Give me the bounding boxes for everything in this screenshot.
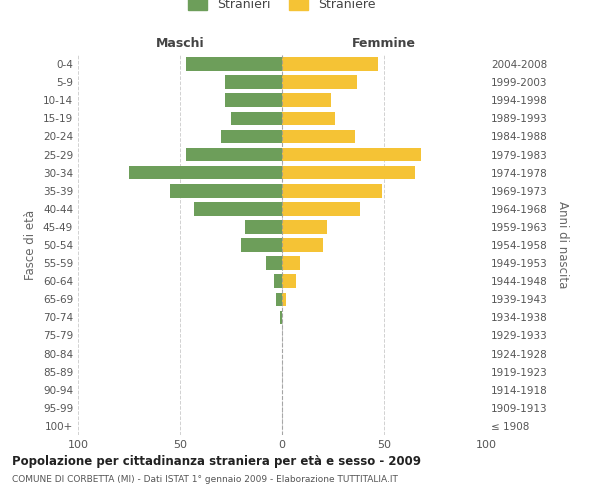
- Bar: [186, 148, 282, 162]
- Bar: [282, 112, 335, 125]
- Bar: [280, 310, 282, 324]
- Bar: [282, 94, 331, 107]
- Bar: [194, 202, 282, 215]
- Bar: [221, 130, 282, 143]
- Bar: [276, 292, 282, 306]
- Bar: [282, 166, 415, 179]
- Y-axis label: Fasce di età: Fasce di età: [25, 210, 37, 280]
- Legend: Stranieri, Straniere: Stranieri, Straniere: [185, 0, 379, 14]
- Bar: [282, 238, 323, 252]
- Bar: [282, 76, 358, 89]
- Text: Femmine: Femmine: [352, 36, 416, 50]
- Bar: [231, 112, 282, 125]
- Y-axis label: Anni di nascita: Anni di nascita: [556, 202, 569, 288]
- Text: COMUNE DI CORBETTA (MI) - Dati ISTAT 1° gennaio 2009 - Elaborazione TUTTITALIA.I: COMUNE DI CORBETTA (MI) - Dati ISTAT 1° …: [12, 475, 398, 484]
- Bar: [245, 220, 282, 234]
- Bar: [241, 238, 282, 252]
- Bar: [225, 94, 282, 107]
- Bar: [282, 256, 301, 270]
- Bar: [186, 58, 282, 71]
- Bar: [282, 292, 286, 306]
- Bar: [282, 58, 378, 71]
- Bar: [282, 220, 327, 234]
- Text: Maschi: Maschi: [155, 36, 205, 50]
- Bar: [129, 166, 282, 179]
- Bar: [266, 256, 282, 270]
- Bar: [225, 76, 282, 89]
- Bar: [282, 184, 382, 198]
- Bar: [282, 148, 421, 162]
- Text: Popolazione per cittadinanza straniera per età e sesso - 2009: Popolazione per cittadinanza straniera p…: [12, 455, 421, 468]
- Bar: [282, 274, 296, 288]
- Bar: [274, 274, 282, 288]
- Bar: [170, 184, 282, 198]
- Bar: [282, 202, 359, 215]
- Bar: [282, 130, 355, 143]
